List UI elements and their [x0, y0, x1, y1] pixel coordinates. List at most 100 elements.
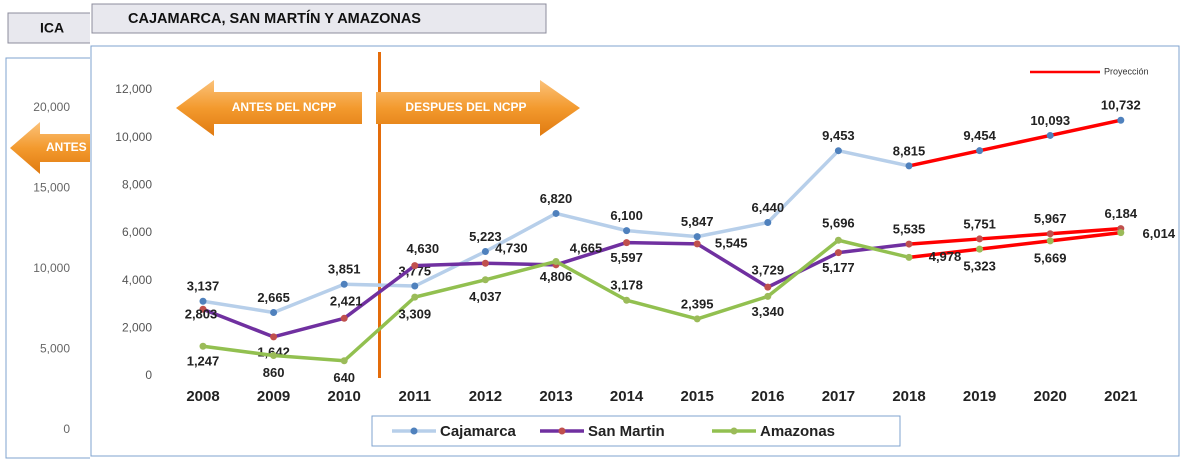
- value-label: 5,696: [822, 216, 855, 231]
- data-point: [270, 308, 278, 316]
- x-tick-label: 2008: [186, 388, 219, 405]
- data-point: [411, 282, 419, 290]
- data-point: [1046, 230, 1054, 238]
- data-point: [199, 305, 207, 313]
- value-label: 6,014: [1143, 226, 1176, 241]
- data-point: [623, 227, 631, 235]
- x-tick-label: 2015: [681, 388, 714, 405]
- x-tick-label: 2011: [399, 388, 432, 405]
- data-point: [411, 262, 419, 270]
- x-tick-label: 2021: [1104, 388, 1137, 405]
- data-point: [340, 314, 348, 322]
- data-point: [764, 292, 772, 300]
- bg-arrow: [10, 122, 90, 174]
- data-point: [834, 236, 842, 244]
- value-label: 6,820: [540, 191, 573, 206]
- x-tick-label: 2009: [257, 388, 290, 405]
- data-point: [764, 283, 772, 291]
- value-label: 2,421: [330, 294, 363, 309]
- annotation-label: ANTES DEL NCPP: [232, 100, 336, 114]
- value-label: 5,967: [1034, 211, 1067, 226]
- data-point: [270, 333, 278, 341]
- background-panel: ICA ANTES DEL NCPP 20,000 15,000 10,000 5,0…: [5, 12, 90, 459]
- value-label: 6,184: [1105, 206, 1138, 221]
- value-label: 3,775: [399, 263, 432, 278]
- annotation-arrow: [176, 80, 362, 136]
- y-tick-label: 6,000: [122, 225, 152, 239]
- bg-y-tick-label: 20,000: [33, 100, 70, 114]
- x-tick-label: 2016: [751, 388, 784, 405]
- series-line: [908, 118, 1122, 168]
- annotation-arrow: [376, 80, 580, 136]
- legend-marker: [730, 427, 738, 435]
- x-tick-label: 2018: [892, 388, 925, 405]
- value-label: 2,665: [257, 290, 290, 305]
- data-point: [199, 342, 207, 350]
- data-point: [340, 280, 348, 288]
- data-point: [199, 297, 207, 305]
- value-label: 1,247: [187, 354, 220, 369]
- value-label: 6,440: [752, 200, 785, 215]
- bg-title-box: [7, 12, 90, 44]
- data-point: [340, 357, 348, 365]
- value-label: 4,978: [929, 249, 962, 264]
- x-tick-label: 2020: [1034, 388, 1067, 405]
- value-label: 4,037: [469, 289, 502, 304]
- data-point: [270, 352, 278, 360]
- chart-title: CAJAMARCA, SAN MARTÍN Y AMAZONAS: [128, 10, 421, 27]
- value-label: 3,851: [328, 262, 361, 277]
- annotation-label: DESPUES DEL NCPP: [405, 100, 526, 114]
- value-label: 860: [263, 365, 285, 380]
- bg-y-tick-label: 10,000: [33, 261, 70, 275]
- data-point: [481, 276, 489, 284]
- data-point: [1046, 131, 1054, 139]
- bg-y-tick-label: 0: [63, 422, 70, 436]
- data-point: [411, 293, 419, 301]
- series-line: [908, 226, 1121, 246]
- value-label: 9,454: [963, 128, 996, 143]
- legend-label: Cajamarca: [440, 423, 517, 440]
- value-label: 4,630: [407, 241, 440, 256]
- y-tick-label: 8,000: [122, 178, 152, 192]
- legend-label: Amazonas: [760, 423, 835, 440]
- data-point: [905, 253, 913, 261]
- value-label: 3,729: [752, 263, 785, 278]
- data-point: [834, 249, 842, 257]
- value-label: 5,323: [963, 259, 996, 274]
- value-label: 5,223: [469, 229, 502, 244]
- bg-plot-frame: [5, 57, 90, 459]
- y-tick-label: 10,000: [115, 130, 152, 144]
- legend-marker: [558, 427, 566, 435]
- data-point: [693, 315, 701, 323]
- data-point: [693, 233, 701, 241]
- data-point: [976, 235, 984, 243]
- bg-y-tick-label: 5,000: [40, 342, 70, 356]
- value-label: 5,847: [681, 214, 714, 229]
- value-label: 5,545: [715, 235, 748, 250]
- legend-label: San Martin: [588, 423, 665, 440]
- value-label: 10,093: [1030, 113, 1070, 128]
- x-tick-label: 2019: [963, 388, 996, 405]
- value-label: 10,732: [1101, 98, 1141, 113]
- title-box: [91, 3, 547, 34]
- data-point: [481, 259, 489, 267]
- value-label: 2,395: [681, 296, 714, 311]
- value-label: 5,177: [822, 260, 855, 275]
- value-label: 4,665: [570, 240, 603, 255]
- value-label: 5,597: [610, 250, 643, 265]
- value-label: 640: [333, 370, 355, 385]
- x-tick-label: 2014: [610, 388, 644, 405]
- data-point: [1117, 116, 1125, 124]
- x-tick-label: 2017: [822, 388, 855, 405]
- value-label: 6,100: [610, 208, 643, 223]
- bg-title: ICA: [40, 20, 64, 36]
- plot: 0 2,000 4,000 6,000 8,000 10,000 12,000 2008 200…: [115, 52, 1176, 447]
- y-tick-label: 12,000: [115, 82, 152, 96]
- x-tick-label: 2012: [469, 388, 502, 405]
- data-point: [481, 248, 489, 256]
- data-point: [905, 162, 913, 170]
- x-tick-label: 2010: [328, 388, 361, 405]
- legend-box: [371, 415, 901, 447]
- y-tick-label: 0: [145, 368, 152, 382]
